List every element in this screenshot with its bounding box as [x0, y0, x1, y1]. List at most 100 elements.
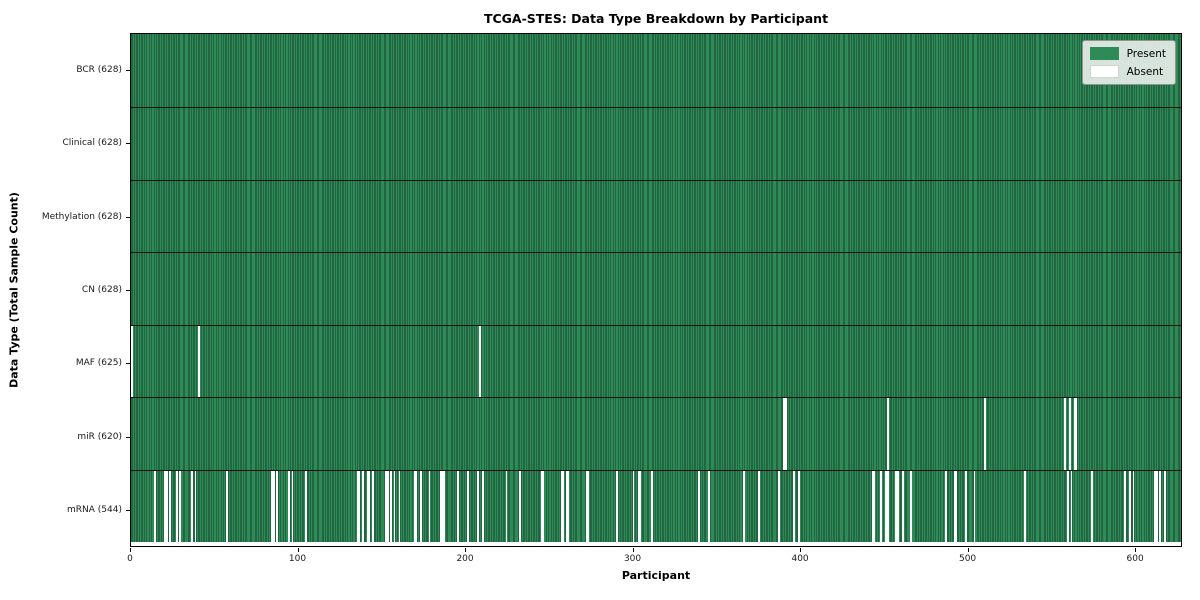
absent-mark	[560, 470, 563, 542]
legend-label: Present	[1126, 47, 1166, 60]
absent-mark	[131, 325, 133, 398]
absent-mark	[1070, 470, 1073, 542]
y-tick-mark	[126, 363, 130, 364]
absent-mark	[428, 470, 431, 542]
absent-mark	[783, 398, 785, 470]
absent-mark	[169, 470, 172, 542]
legend-swatch-present	[1089, 47, 1119, 60]
absent-mark	[518, 470, 521, 542]
y-tick-label-cn: CN (628)	[81, 285, 122, 295]
x-tick-label: 200	[456, 554, 474, 564]
absent-mark	[398, 470, 401, 542]
absent-mark	[154, 470, 157, 542]
absent-mark	[901, 470, 904, 542]
absent-mark	[441, 470, 444, 542]
absent-mark	[191, 470, 193, 542]
absent-mark	[368, 470, 371, 542]
x-tick-label: 100	[288, 554, 307, 564]
absent-mark	[798, 470, 800, 542]
absent-mark	[304, 470, 307, 542]
absent-mark	[273, 470, 275, 542]
present-bars	[131, 180, 1181, 253]
absent-mark	[164, 470, 167, 542]
legend-swatch-absent	[1089, 65, 1119, 78]
absent-mark	[291, 470, 294, 542]
absent-mark	[973, 470, 976, 542]
heatmap-row-cn	[131, 252, 1181, 325]
absent-mark	[366, 470, 369, 542]
absent-mark	[386, 470, 389, 542]
absent-mark	[965, 470, 968, 542]
absent-mark	[880, 470, 882, 542]
legend-item-absent: Absent	[1089, 65, 1166, 78]
absent-mark	[226, 470, 229, 542]
absent-mark	[1063, 398, 1066, 470]
y-tick-label-maf: MAF (625)	[75, 358, 122, 369]
absent-mark	[587, 470, 590, 542]
absent-mark	[910, 470, 912, 542]
absent-mark	[873, 470, 876, 542]
absent-mark	[271, 470, 274, 542]
absent-mark	[615, 470, 618, 542]
absent-mark	[356, 470, 359, 542]
absent-mark	[793, 470, 795, 542]
y-tick-mark	[126, 510, 130, 511]
heatmap-row-bcr	[131, 34, 1181, 108]
y-tick-label-clinical: Clinical (628)	[62, 138, 122, 149]
absent-mark	[1159, 470, 1162, 542]
absent-mark	[390, 470, 392, 542]
absent-mark	[197, 325, 200, 398]
absent-mark	[697, 470, 700, 542]
present-bars	[131, 253, 1181, 325]
absent-mark	[1090, 470, 1093, 542]
absent-mark	[565, 470, 568, 542]
x-tick-mark	[465, 548, 466, 552]
absent-mark	[276, 470, 279, 542]
heatmap-row-mir	[131, 397, 1181, 470]
absent-mark	[1155, 470, 1158, 542]
absent-mark	[1075, 398, 1078, 470]
absent-mark	[885, 470, 887, 542]
absent-mark	[650, 470, 653, 542]
y-tick-label-mrna: mRNA (544)	[67, 505, 122, 516]
absent-mark	[361, 470, 364, 542]
present-bars	[131, 34, 1181, 108]
absent-mark	[562, 470, 565, 542]
x-tick-label: 400	[791, 554, 809, 564]
y-tick-mark	[126, 437, 130, 438]
legend-label: Absent	[1126, 65, 1164, 78]
absent-mark	[871, 470, 874, 542]
y-tick-mark	[126, 217, 130, 218]
plot-area: Present Absent	[130, 33, 1182, 547]
absent-mark	[358, 470, 361, 542]
x-tick-label: 300	[623, 554, 642, 564]
absent-mark	[457, 470, 459, 542]
absent-mark	[1154, 470, 1157, 542]
x-tick-mark	[130, 548, 131, 552]
absent-mark	[176, 470, 178, 542]
absent-mark	[505, 470, 508, 542]
absent-mark	[413, 470, 416, 542]
absent-mark	[955, 470, 958, 542]
absent-mark	[415, 470, 418, 542]
absent-mark	[385, 470, 387, 542]
absent-mark	[179, 470, 182, 542]
absent-mark	[585, 470, 588, 542]
absent-mark	[1124, 470, 1126, 542]
absent-mark	[1023, 470, 1026, 542]
present-bars	[131, 108, 1181, 180]
absent-mark	[371, 470, 374, 542]
absent-mark	[1073, 398, 1076, 470]
x-axis-label: Participant	[621, 569, 691, 582]
absent-mark	[393, 470, 396, 542]
absent-mark	[478, 325, 481, 398]
absent-mark	[945, 470, 948, 542]
absent-mark	[567, 470, 570, 542]
absent-mark	[886, 398, 889, 470]
absent-mark	[542, 470, 545, 542]
absent-mark	[637, 470, 640, 542]
absent-mark	[482, 470, 484, 542]
absent-mark	[1068, 398, 1071, 470]
x-tick-label: 500	[958, 554, 977, 564]
y-tick-label-methylation: Methylation (628)	[41, 211, 122, 222]
